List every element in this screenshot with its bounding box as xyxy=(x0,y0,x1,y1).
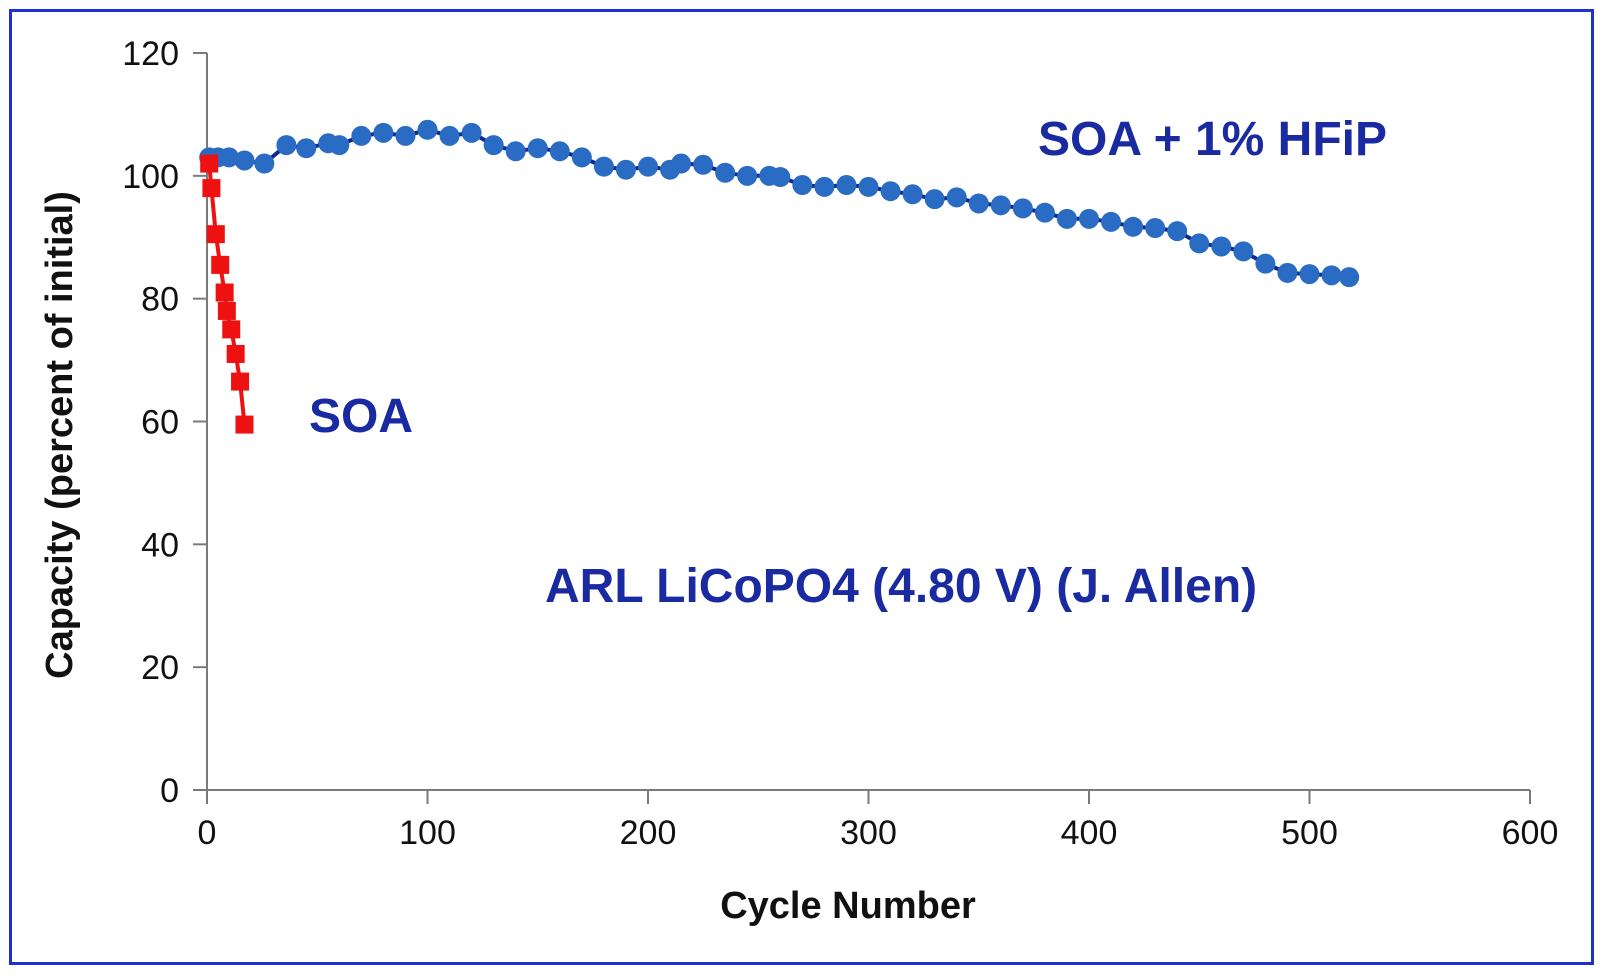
data-point-hfip xyxy=(254,153,275,174)
data-point-hfip xyxy=(461,122,482,143)
data-point-hfip xyxy=(351,125,372,146)
series-label-soa-hfip: SOA + 1% HFiP xyxy=(1038,113,1387,166)
data-point-hfip xyxy=(296,138,317,159)
data-point-hfip xyxy=(1123,216,1144,237)
data-point-hfip xyxy=(693,154,714,175)
y-tick-label: 40 xyxy=(141,526,179,564)
data-point-hfip xyxy=(593,156,614,177)
x-axis-title: Cycle Number xyxy=(720,885,976,927)
data-point-soa xyxy=(211,255,230,274)
data-point-hfip xyxy=(1079,208,1099,229)
x-tick-label: 400 xyxy=(1061,814,1118,852)
data-point-soa xyxy=(202,179,221,198)
data-point-hfip xyxy=(1167,221,1188,242)
data-point-hfip xyxy=(1034,202,1055,223)
data-point-hfip xyxy=(990,195,1011,216)
data-point-hfip xyxy=(924,189,945,210)
data-point-hfip xyxy=(615,159,636,180)
series-hfip xyxy=(199,119,1360,288)
data-point-hfip xyxy=(439,125,460,146)
y-tick-label: 60 xyxy=(141,404,179,442)
data-point-hfip xyxy=(276,135,297,156)
x-tick-label: 300 xyxy=(840,814,897,852)
data-point-hfip xyxy=(1321,265,1342,286)
x-tick-label: 100 xyxy=(399,814,456,852)
data-point-hfip xyxy=(770,167,791,188)
data-point-hfip xyxy=(968,193,989,214)
data-point-hfip xyxy=(549,141,570,162)
data-point-hfip xyxy=(1211,236,1232,257)
data-point-hfip xyxy=(880,181,901,202)
data-point-hfip xyxy=(1233,241,1254,262)
data-point-hfip xyxy=(814,176,835,197)
data-point-hfip xyxy=(902,184,923,205)
y-tick-label: 0 xyxy=(160,772,179,810)
data-point-soa xyxy=(206,225,225,244)
data-point-hfip xyxy=(946,187,967,208)
data-point-soa xyxy=(217,301,236,320)
x-tick-label: 0 xyxy=(198,814,217,852)
series-label-soa: SOA xyxy=(309,390,413,443)
data-point-hfip xyxy=(527,138,548,159)
data-point-hfip xyxy=(1145,218,1166,239)
y-tick-label: 20 xyxy=(141,649,179,687)
chart-frame xyxy=(9,9,1594,965)
data-point-soa xyxy=(215,283,234,302)
y-tick-label: 100 xyxy=(122,158,179,196)
data-point-hfip xyxy=(792,175,813,196)
y-axis-title: Capacity (percent of initial) xyxy=(39,191,81,679)
data-point-hfip xyxy=(1277,262,1298,283)
data-point-hfip xyxy=(571,147,592,168)
data-point-hfip xyxy=(737,165,758,186)
data-point-soa xyxy=(231,372,250,391)
data-point-hfip xyxy=(417,119,438,140)
data-point-hfip xyxy=(1012,198,1033,219)
data-point-hfip xyxy=(395,125,416,146)
x-tick-label: 500 xyxy=(1281,814,1338,852)
data-point-hfip xyxy=(219,147,240,168)
data-point-hfip xyxy=(1056,208,1077,229)
data-point-hfip xyxy=(1299,264,1320,285)
x-tick-label: 200 xyxy=(620,814,677,852)
data-point-soa xyxy=(200,154,219,173)
series-line-soa xyxy=(207,163,247,425)
data-point-soa xyxy=(235,415,254,434)
ticks: 0 20 40 60 80 100 120 0 100 200 300 400 500 600 xyxy=(122,35,1558,852)
plot-area xyxy=(199,119,1360,434)
data-point-hfip xyxy=(234,150,255,171)
data-point-hfip xyxy=(858,176,879,197)
data-point-hfip xyxy=(1189,233,1210,254)
series-soa xyxy=(200,154,254,434)
data-point-hfip xyxy=(329,135,350,156)
data-point-hfip xyxy=(671,153,692,174)
y-tick-label: 120 xyxy=(122,35,179,73)
data-point-hfip xyxy=(836,175,857,196)
data-point-hfip xyxy=(1255,253,1276,274)
data-point-hfip xyxy=(505,141,526,162)
data-point-soa xyxy=(222,320,241,339)
data-point-hfip xyxy=(373,122,394,143)
data-point-hfip xyxy=(483,135,504,156)
y-tick-label: 80 xyxy=(141,281,179,319)
data-point-hfip xyxy=(1101,211,1122,232)
data-point-hfip xyxy=(638,156,658,177)
cell-annotation: ARL LiCoPO4 (4.80 V) (J. Allen) xyxy=(545,560,1257,613)
data-point-hfip xyxy=(715,162,736,183)
data-point-hfip xyxy=(1339,267,1360,288)
x-tick-label: 600 xyxy=(1502,814,1559,852)
data-point-soa xyxy=(226,344,245,363)
